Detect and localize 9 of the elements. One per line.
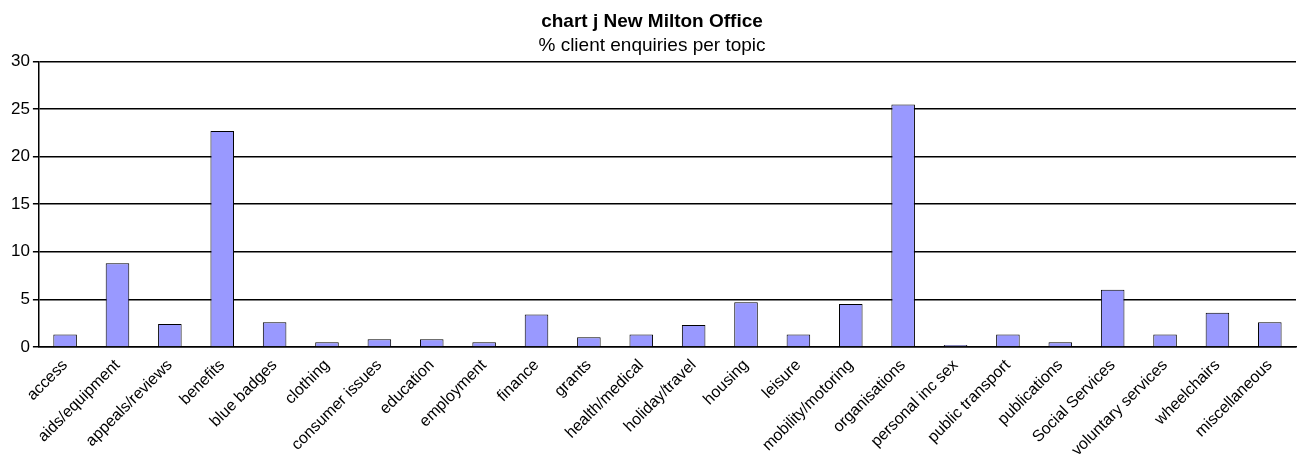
y-tick-label: 5 xyxy=(20,289,30,309)
y-tick-label: 30 xyxy=(10,51,30,71)
y-tick-label: 15 xyxy=(10,193,30,213)
chart-title: chart j New Milton Office xyxy=(541,9,763,31)
chart-subtitle: % client enquiries per topic xyxy=(538,34,766,56)
y-tick-label: 0 xyxy=(20,336,30,356)
y-tick-label: 25 xyxy=(10,98,30,118)
y-tick-label: 10 xyxy=(10,241,30,261)
y-tick-label: 20 xyxy=(10,146,30,166)
